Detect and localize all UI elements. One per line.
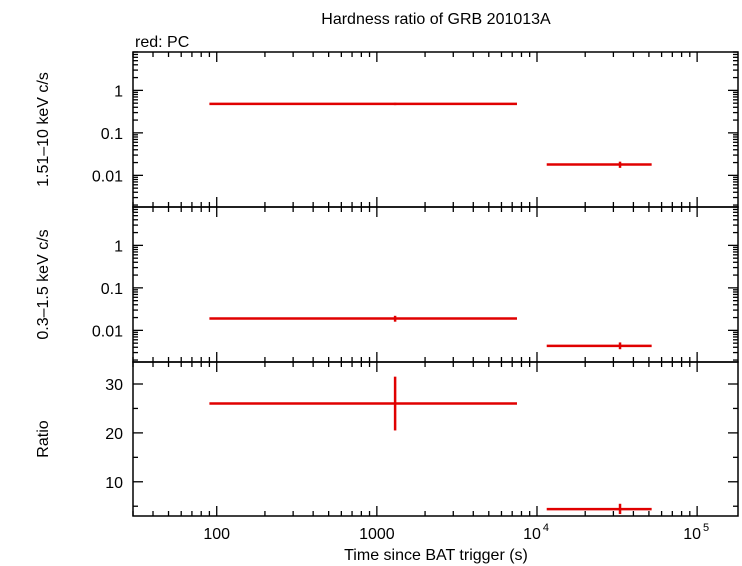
x-tick-label: 10 [523,526,541,543]
x-tick-label: 1000 [359,526,395,543]
y-tick-label-soft: 0.1 [101,281,123,298]
x-tick-label-exponent: 4 [543,522,549,534]
y-tick-label-ratio: 30 [105,377,123,394]
x-axis-label: Time since BAT trigger (s) [344,547,528,564]
y-axis-label-ratio: Ratio [35,420,52,457]
x-tick-label: 100 [203,526,230,543]
chart-title: Hardness ratio of GRB 201013A [321,11,551,28]
x-tick-label-exponent: 5 [703,522,709,534]
y-tick-label-hard: 0.01 [92,168,123,185]
y-tick-label-hard: 0.1 [101,126,123,143]
panel-frame-soft [132,206,739,363]
y-tick-label-ratio: 20 [105,426,123,443]
x-tick-label: 10 [683,526,701,543]
y-tick-label-ratio: 10 [105,475,123,492]
legend-label: red: PC [135,34,189,51]
y-tick-label-soft: 0.01 [92,323,123,340]
y-axis-label-hard: 1.51–10 keV c/s [35,72,52,187]
y-tick-label-soft: 1 [114,238,123,255]
panel-frame-ratio [132,361,739,517]
panel-frame-hard [132,51,739,208]
y-tick-label-hard: 1 [114,83,123,100]
y-axis-label-soft: 0.3–1.5 keV c/s [35,229,52,339]
